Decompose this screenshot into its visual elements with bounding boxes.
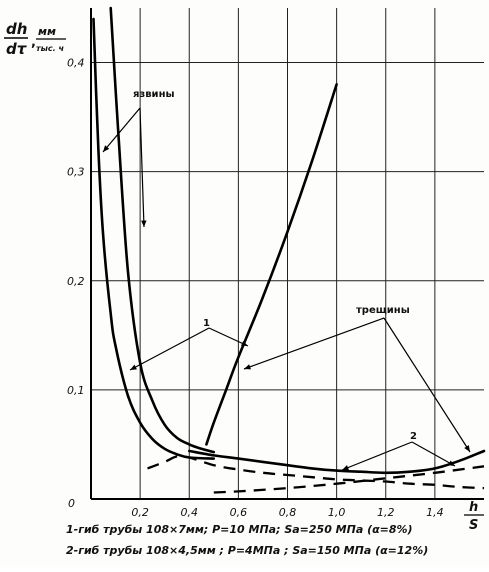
leader-yazviny-to-series-1-arrowhead	[141, 220, 147, 227]
annotation-two: 2	[410, 431, 417, 442]
y-label-numerator: dh	[6, 20, 27, 38]
leader-two-right	[411, 441, 456, 467]
x-tick-label: 0,6	[230, 506, 248, 519]
x-tick-label: 1,0	[328, 506, 346, 519]
x-tick-label: 0,2	[131, 506, 149, 519]
series-line-3	[188, 449, 486, 475]
y-label-denominator: dτ	[6, 40, 27, 58]
series-line-1-1	[205, 83, 338, 446]
y-tick-label: 0,1	[67, 384, 85, 397]
leader-one-to-yazviny-curve-arrowhead	[130, 364, 137, 370]
y-axis-label: dh dτ , мм тыс. ч	[4, 20, 66, 58]
leader-one-to-treshchiny-curve-arrowhead	[241, 340, 248, 346]
leader-one-to-yazviny-curve	[129, 327, 210, 371]
leader-yazviny-to-series-1	[139, 107, 145, 228]
leader-yazviny-to-lower-curve-arrowhead	[103, 145, 110, 152]
x-tick-label: 1,2	[377, 506, 395, 519]
leader-one-to-treshchiny-curve	[208, 327, 249, 347]
series-group	[92, 6, 486, 494]
leader-yazviny-to-lower-curve	[102, 107, 141, 153]
leader-two-right-arrowhead	[448, 460, 455, 466]
series-line-5-2	[213, 465, 485, 494]
y-tick-label: 0,4	[67, 57, 85, 70]
caption-series-2: 2-гиб трубы 108×4,5мм ; P=4МПа ; Sa=150 …	[66, 544, 428, 557]
y-label-units-top: мм	[38, 25, 56, 38]
tick-labels: 0,2 0,4 0,6 0,8 1,0 1,2 1,4 0,1 0,2 0,3 0,4	[67, 57, 444, 519]
annotation-one: 1	[203, 318, 210, 329]
grid	[91, 8, 484, 499]
leader-treshchiny-to-series-1	[243, 317, 385, 370]
caption-series-1: 1-гиб трубы 108×7мм; P=10 МПа; Sa=250 МП…	[66, 523, 413, 536]
series-line-0-1	[109, 6, 216, 454]
annotation-treshchiny: трещины	[356, 305, 410, 316]
x-label-numerator: h	[469, 500, 478, 515]
x-tick-label: 1,4	[426, 506, 444, 519]
x-label-denominator: S	[469, 518, 478, 533]
x-tick-label: 0,8	[279, 506, 297, 519]
leader-treshchiny-to-lower-curve	[383, 317, 471, 453]
origin-label: 0	[68, 497, 75, 510]
leader-treshchiny-to-lower-curve-arrowhead	[464, 445, 470, 452]
axes	[90, 8, 484, 500]
x-axis-label: h S	[464, 500, 484, 533]
series-line-2	[92, 17, 216, 460]
leader-two-left	[341, 441, 413, 471]
x-tick-label: 0,4	[181, 506, 199, 519]
leader-treshchiny-to-series-1-arrowhead	[244, 364, 251, 370]
annotation-yazviny: язвины	[133, 89, 175, 100]
y-tick-label: 0,3	[67, 166, 85, 179]
y-label-units-bottom: тыс. ч	[36, 44, 64, 53]
annotation-leaders	[102, 107, 471, 471]
leader-two-left-arrowhead	[342, 465, 349, 471]
y-label-comma: ,	[31, 35, 36, 50]
y-tick-label: 0,2	[67, 275, 85, 288]
